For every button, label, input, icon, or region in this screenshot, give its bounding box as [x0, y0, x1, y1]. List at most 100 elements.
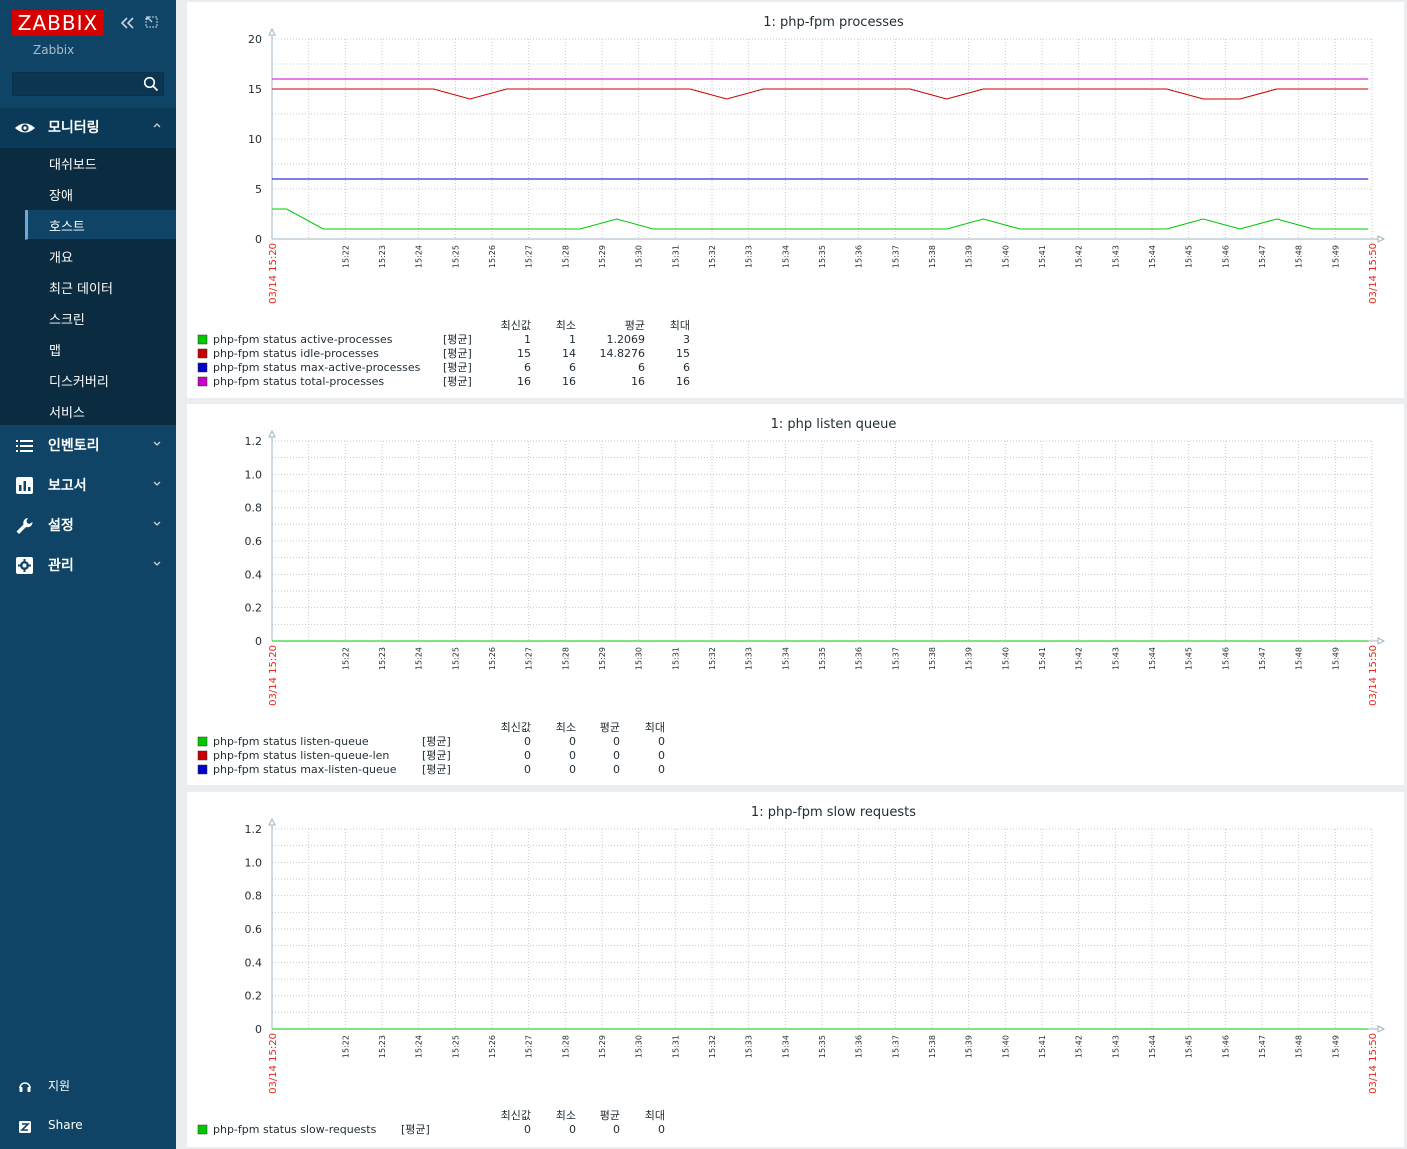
x-tick-label: 15:44: [1148, 1035, 1157, 1058]
legend-series-func: [평균]: [443, 347, 472, 360]
x-tick-label: 15:29: [598, 245, 607, 268]
legend-value-last: 15: [517, 347, 531, 360]
submenu-label: 최근 데이터: [49, 282, 113, 297]
submenu-label: 호스트: [49, 220, 85, 235]
chevron-down-icon: [152, 558, 162, 571]
submenu-label: 서비스: [49, 406, 85, 421]
share-link[interactable]: Share: [0, 1112, 176, 1142]
x-tick-label: 15:33: [745, 647, 754, 670]
x-start-label: 03/14 15:20: [268, 645, 279, 706]
x-tick-label: 15:28: [561, 1035, 570, 1058]
x-tick-label: 15:47: [1258, 245, 1267, 268]
legend-value-min: 0: [569, 749, 576, 762]
x-tick-label: 15:34: [781, 1035, 790, 1058]
search-icon[interactable]: [143, 76, 159, 92]
x-tick-label: 15:35: [818, 245, 827, 268]
x-tick-label: 15:34: [781, 647, 790, 670]
legend-series-name: php-fpm status max-active-processes: [213, 361, 421, 374]
zabbix-logo[interactable]: ZABBIX: [12, 10, 104, 36]
x-tick-label: 15:39: [965, 245, 974, 268]
graph-title: 1: php listen queue: [771, 417, 897, 432]
legend-swatch: [197, 362, 208, 373]
legend-header: 최신값: [501, 319, 531, 332]
x-axis-arrow-icon: [1377, 235, 1386, 243]
legend-series-name: php-fpm status idle-processes: [213, 347, 379, 360]
menu-administration[interactable]: 관리: [0, 546, 176, 586]
kiosk-mode-button[interactable]: [144, 14, 160, 30]
x-tick-label: 15:39: [965, 1035, 974, 1058]
legend-value-max: 0: [658, 1123, 665, 1136]
search-input[interactable]: [13, 73, 141, 95]
x-start-label: 03/14 15:20: [268, 1033, 279, 1094]
x-tick-label: 15:27: [525, 647, 534, 670]
x-tick-label: 15:43: [1111, 647, 1120, 670]
graph-panel-listen-queue: 1: php listen queue 1.2 1.0 0.8 0.6 0.4 0.2 0 15…: [187, 404, 1404, 785]
graph-svg: 1: php-fpm processes 20 15 10 5 0 15:22 15:23 15…: [197, 15, 1386, 388]
x-tick-label: 15:24: [415, 1035, 424, 1058]
legend-header: 최소: [556, 1109, 576, 1122]
x-tick-label: 15:44: [1148, 245, 1157, 268]
legend-value-last: 0: [524, 763, 531, 776]
y-tick-label: 0.8: [245, 502, 263, 515]
legend-swatch: [197, 334, 208, 345]
graph-panel-processes: 1: php-fpm processes 20 15 10 5 0 15:22 15:23 15…: [187, 2, 1404, 398]
submenu-item-maps[interactable]: 맵: [25, 334, 176, 364]
submenu-label: 대쉬보드: [49, 158, 97, 173]
x-tick-label: 15:23: [378, 647, 387, 670]
x-tick-label: 15:23: [378, 1035, 387, 1058]
y-tick-label: 15: [248, 83, 262, 96]
legend-value-max: 15: [676, 347, 690, 360]
y-tick-label: 0: [255, 1023, 262, 1036]
x-tick-label: 15:40: [1001, 245, 1010, 268]
eye-icon: [14, 118, 36, 138]
x-tick-label: 15:41: [1038, 1035, 1047, 1058]
legend-swatch: [197, 750, 208, 761]
chevron-down-icon: [152, 518, 162, 531]
submenu-item-discovery[interactable]: 디스커버리: [25, 365, 176, 395]
x-tick-label: 15:36: [855, 245, 864, 268]
x-tick-label: 15:22: [341, 1035, 350, 1058]
submenu-item-dashboard[interactable]: 대쉬보드: [25, 148, 176, 178]
legend-value-last: 1: [524, 333, 531, 346]
submenu-item-services[interactable]: 서비스: [25, 396, 176, 426]
x-tick-label: 15:46: [1221, 1035, 1230, 1058]
collapse-sidebar-button[interactable]: [118, 14, 136, 32]
legend-series-func: [평균]: [401, 1123, 430, 1136]
y-tick-label: 0: [255, 635, 262, 648]
legend-header: 평균: [625, 319, 645, 332]
submenu-label: 스크린: [49, 313, 85, 328]
legend-value-last: 0: [524, 1123, 531, 1136]
menu-configuration[interactable]: 설정: [0, 506, 176, 546]
legend-value-min: 0: [569, 735, 576, 748]
legend-swatch: [197, 376, 208, 387]
legend-series-func: [평균]: [422, 763, 451, 776]
server-name: Zabbix: [33, 43, 75, 57]
legend-header: 최신값: [501, 1109, 531, 1122]
legend-value-min: 6: [569, 361, 576, 374]
graph-svg: 1: php-fpm slow requests 1.2 1.0 0.8 0.6 0.4 0…: [197, 805, 1386, 1136]
y-tick-label: 10: [248, 133, 262, 146]
x-tick-label: 15:32: [708, 647, 717, 670]
submenu-item-overview[interactable]: 개요: [25, 241, 176, 271]
y-tick-label: 0.4: [245, 956, 263, 969]
graph-panel-slow-requests: 1: php-fpm slow requests 1.2 1.0 0.8 0.6 0.4 0…: [187, 792, 1404, 1147]
x-tick-label: 15:24: [415, 647, 424, 670]
legend-value-avg: 0: [613, 735, 620, 748]
menu-monitoring[interactable]: 모니터링: [0, 108, 176, 148]
x-tick-label: 15:35: [818, 1035, 827, 1058]
support-link[interactable]: 지원: [0, 1071, 176, 1101]
sidebar: ZABBIX Zabbix 모니터링 대쉬보드 장애 호스트 개요 최근 데이터…: [0, 0, 176, 1149]
legend-header: 최소: [556, 721, 576, 734]
menu-reports[interactable]: 보고서: [0, 466, 176, 506]
legend-series-func: [평균]: [443, 333, 472, 346]
submenu-item-screens[interactable]: 스크린: [25, 303, 176, 333]
menu-inventory[interactable]: 인벤토리: [0, 426, 176, 466]
fullscreen-icon: [145, 16, 158, 28]
x-tick-label: 15:37: [891, 245, 900, 268]
x-tick-label: 15:36: [855, 1035, 864, 1058]
submenu-item-hosts[interactable]: 호스트: [25, 210, 176, 240]
submenu-item-latest-data[interactable]: 최근 데이터: [25, 272, 176, 302]
x-start-label: 03/14 15:20: [268, 243, 279, 304]
wrench-icon: [14, 516, 36, 536]
submenu-item-problems[interactable]: 장애: [25, 179, 176, 209]
